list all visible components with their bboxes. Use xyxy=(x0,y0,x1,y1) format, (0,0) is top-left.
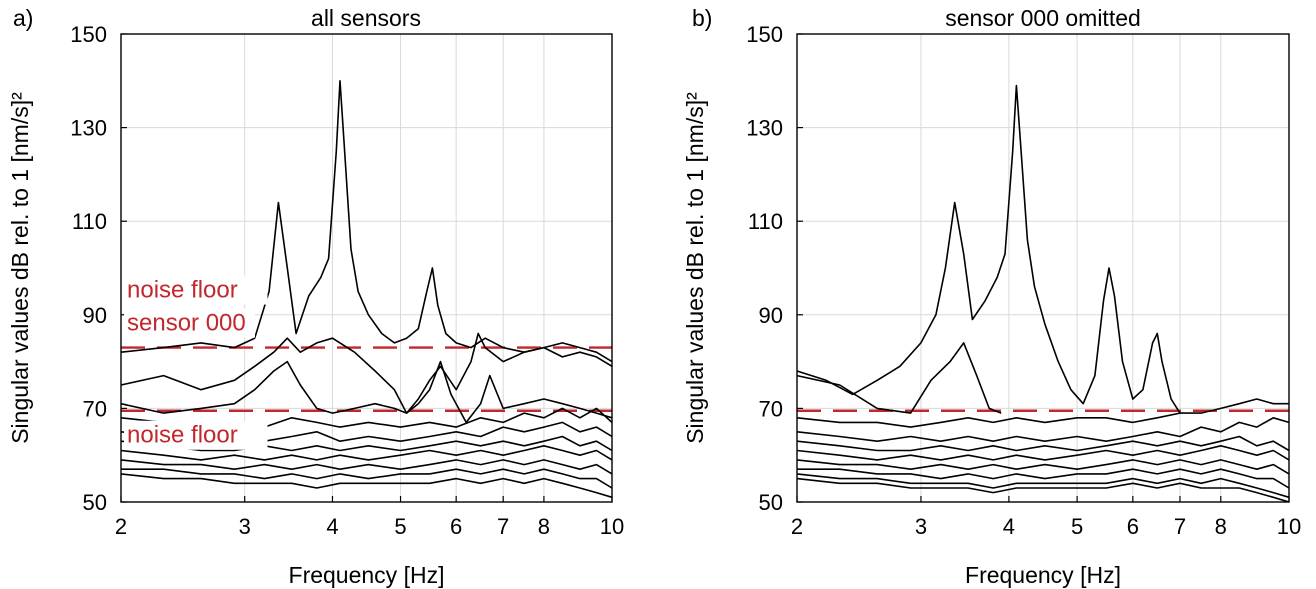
annotation-background xyxy=(124,308,255,338)
series-line-2 xyxy=(120,332,613,414)
series-line-10 xyxy=(120,473,613,499)
chart-title: all sensors xyxy=(311,5,421,31)
chart-panel-b: 2 3 4 5 6 7 8 10 50 70 90 110 130 150 sensor 000 omitt… xyxy=(682,5,1301,588)
series-line-7 xyxy=(796,459,1290,475)
x-tick-label: 7 xyxy=(1174,514,1186,539)
x-tick-label: 6 xyxy=(450,514,462,539)
x-tick-label: 8 xyxy=(1215,514,1227,539)
y-tick-label: 130 xyxy=(746,116,783,141)
plot-frame xyxy=(796,33,1290,503)
annotation-background xyxy=(124,420,268,450)
y-axis-label: Singular values dB rel. to 1 [nm/s]² xyxy=(682,92,708,444)
plot-frame xyxy=(120,33,613,503)
chart-panel-a: 2 3 4 5 6 7 8 10 50 70 90 110 130 150 all sensors a) Fre… xyxy=(7,5,624,588)
series-line-5 xyxy=(796,435,1290,452)
y-tick-label: 50 xyxy=(83,490,107,515)
chart-title: sensor 000 omitted xyxy=(945,5,1141,31)
x-tick-label: 7 xyxy=(497,514,509,539)
x-tick-label: 2 xyxy=(791,514,803,539)
x-axis-label: Frequency [Hz] xyxy=(289,562,445,588)
y-tick-label: 50 xyxy=(759,490,783,515)
series-line-1 xyxy=(796,84,1181,414)
x-tick-label: 4 xyxy=(1003,514,1015,539)
x-tick-label: 10 xyxy=(600,514,624,539)
series-line-4 xyxy=(796,416,1290,443)
noise-floor-annotation: sensor 000 xyxy=(127,310,246,337)
series-line-3 xyxy=(796,398,1289,428)
annotation-background xyxy=(124,275,268,305)
series-line-9 xyxy=(121,468,613,489)
noise-floor-annotation: noise floor xyxy=(127,422,238,449)
y-tick-label: 130 xyxy=(70,116,107,141)
x-axis-label: Frequency [Hz] xyxy=(965,562,1121,588)
y-tick-label: 110 xyxy=(72,209,107,234)
x-tick-label: 10 xyxy=(1277,514,1301,539)
x-tick-label: 8 xyxy=(538,514,550,539)
y-tick-label: 150 xyxy=(746,22,783,47)
x-tick-label: 4 xyxy=(326,514,338,539)
noise-floor-annotation: noise floor xyxy=(127,277,238,304)
x-tick-label: 3 xyxy=(915,514,927,539)
x-tick-label: 5 xyxy=(1071,514,1083,539)
series-line-10 xyxy=(796,477,1290,503)
series-line-1 xyxy=(120,80,613,363)
y-tick-label: 70 xyxy=(83,396,107,421)
y-tick-label: 70 xyxy=(759,396,783,421)
series-line-8 xyxy=(797,468,1290,489)
series-line-8 xyxy=(120,459,613,475)
x-tick-label: 3 xyxy=(239,514,251,539)
x-tick-label: 6 xyxy=(1127,514,1139,539)
y-tick-label: 110 xyxy=(748,209,783,234)
panel-label: b) xyxy=(692,5,712,31)
y-tick-label: 90 xyxy=(759,303,783,328)
y-axis-label: Singular values dB rel. to 1 [nm/s]² xyxy=(7,92,33,444)
series-line-6 xyxy=(796,444,1290,461)
y-tick-label: 90 xyxy=(83,303,107,328)
series-line-3 xyxy=(120,360,613,424)
panel-label: a) xyxy=(13,5,33,31)
y-tick-label: 150 xyxy=(70,22,107,47)
series-line-9 xyxy=(796,473,1290,499)
series-line-2 xyxy=(796,342,1002,414)
x-tick-label: 5 xyxy=(394,514,406,539)
series-line-7 xyxy=(120,444,613,461)
x-tick-label: 2 xyxy=(115,514,127,539)
